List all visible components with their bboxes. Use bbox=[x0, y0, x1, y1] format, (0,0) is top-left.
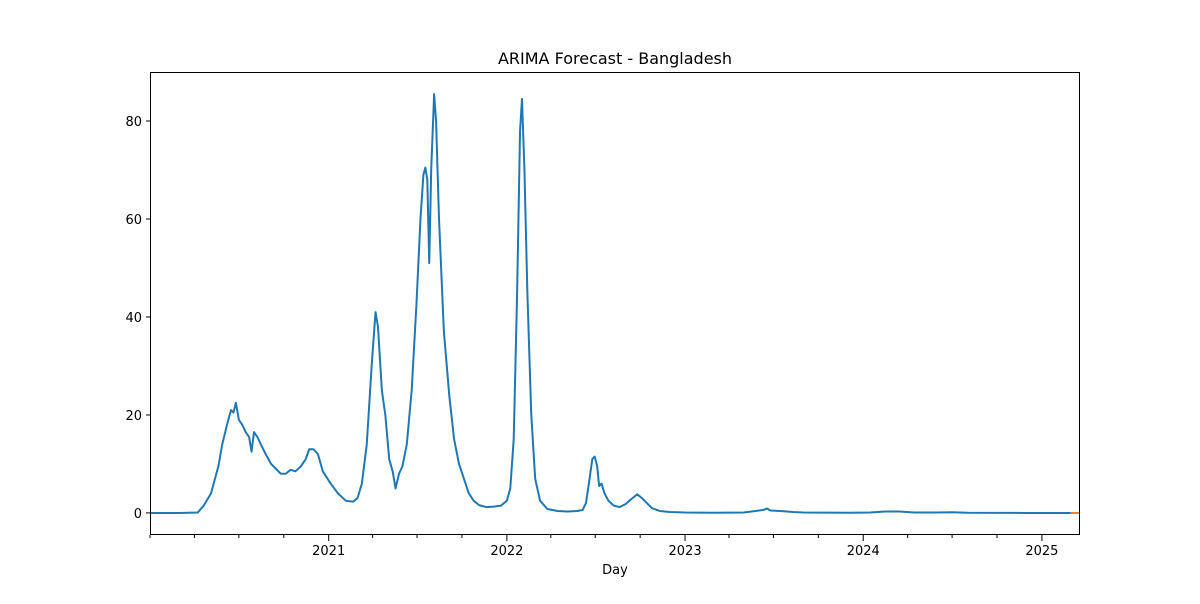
plot-frame bbox=[150, 72, 1080, 535]
series-layer bbox=[150, 93, 1080, 514]
y-tick-label: 40 bbox=[125, 311, 142, 326]
x-tick-label: 2021 bbox=[312, 544, 345, 559]
x-tick-label: 2024 bbox=[847, 544, 880, 559]
axis-layer: 0 20 40 60 80 2021 2022 2023 2024 2025 bbox=[125, 115, 1058, 559]
y-tick-label: 0 bbox=[134, 507, 142, 522]
y-tick-label: 60 bbox=[125, 213, 142, 228]
y-tick-label: 80 bbox=[125, 115, 142, 130]
x-tick-label: 2022 bbox=[490, 544, 523, 559]
chart-title: ARIMA Forecast - Bangladesh bbox=[498, 49, 732, 68]
x-tick-label: 2025 bbox=[1025, 544, 1058, 559]
x-axis-label: Day bbox=[602, 563, 628, 578]
series-line bbox=[150, 93, 1071, 514]
y-tick-label: 20 bbox=[125, 409, 142, 424]
x-tick-label: 2023 bbox=[669, 544, 702, 559]
